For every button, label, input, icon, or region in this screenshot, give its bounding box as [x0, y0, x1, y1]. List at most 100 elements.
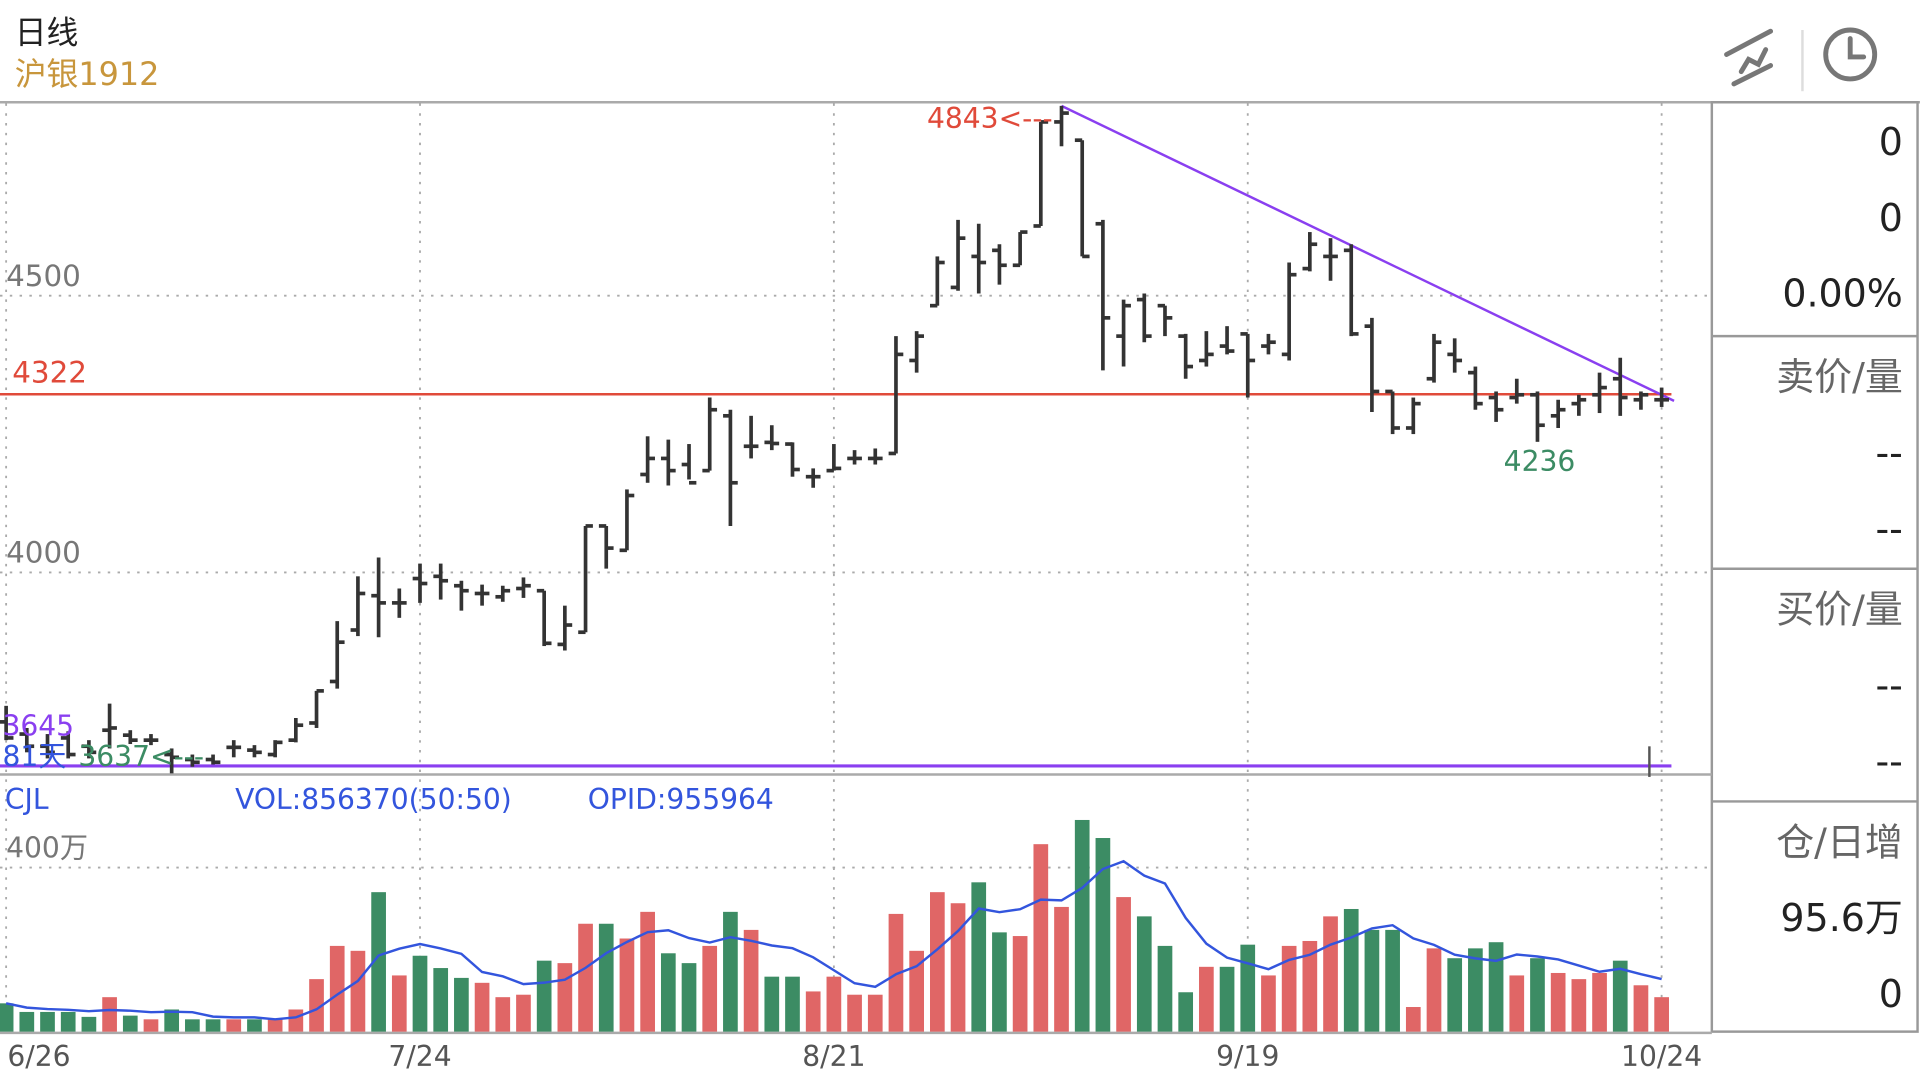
ohlc-bar — [516, 577, 531, 598]
ohlc-bar — [0, 705, 14, 741]
volume-bar — [578, 923, 593, 1032]
volume-bar — [1447, 958, 1463, 1032]
volume-bar — [867, 994, 883, 1032]
volume-bar — [122, 1015, 138, 1032]
ohlc-bar — [785, 442, 800, 477]
ask-price: -- — [1875, 431, 1902, 475]
ohlc-bar — [619, 489, 635, 553]
volume-bar — [309, 979, 324, 1032]
volume-bar — [1633, 985, 1649, 1032]
x-tick-label: 7/24 — [388, 1040, 451, 1073]
bid-volume: -- — [1875, 739, 1902, 783]
volume-bar — [1426, 948, 1442, 1032]
ohlc-bar — [1343, 244, 1359, 337]
volume-bar — [1095, 838, 1111, 1032]
volume-bar — [930, 892, 945, 1032]
volume-bar — [909, 950, 924, 1032]
volume-bar — [1323, 916, 1338, 1032]
ohlc-bar — [288, 718, 304, 743]
ohlc-bar — [1033, 120, 1049, 228]
volume-bar — [1509, 975, 1525, 1032]
ask-volume: -- — [1875, 507, 1902, 551]
ohlc-bar — [412, 563, 428, 603]
volume-bar — [1199, 966, 1214, 1032]
ohlc-bar — [1199, 331, 1214, 367]
ohlc-bar — [1592, 372, 1607, 414]
ohlc-bar — [950, 219, 966, 291]
ohlc-bar — [1116, 299, 1131, 367]
volume-bar — [1116, 897, 1131, 1032]
volume-bar — [1571, 979, 1587, 1032]
volume-bar — [1074, 819, 1090, 1032]
volume-bar — [1343, 908, 1359, 1032]
volume-bar — [536, 960, 552, 1032]
change-percent: 0.00% — [1782, 272, 1903, 316]
volume-bar — [433, 968, 449, 1032]
ohlc-bar — [454, 580, 469, 611]
ohlc-bar — [1136, 293, 1152, 343]
symbol-label[interactable]: 沪银1912 — [15, 55, 160, 93]
ohlc-bar — [329, 621, 345, 689]
volume-bar — [1405, 1007, 1421, 1032]
volume-bar — [1012, 936, 1028, 1032]
ohlc-bar — [598, 524, 614, 569]
volume-bar — [743, 929, 759, 1032]
ohlc-bar — [1509, 378, 1525, 404]
volume-bar — [1530, 958, 1545, 1032]
volume-bar — [19, 1011, 35, 1032]
ohlc-bar — [226, 740, 242, 758]
ohlc-bar — [1550, 399, 1566, 428]
volume-bar — [1302, 940, 1318, 1032]
ask-label: 卖价/量 — [1776, 355, 1903, 399]
ohlc-bar — [743, 415, 759, 459]
volume-bar — [226, 1019, 242, 1032]
volume-indicator-name[interactable]: CJL — [5, 783, 49, 816]
ohlc-bar — [474, 584, 490, 606]
x-tick-label: 9/19 — [1216, 1040, 1279, 1073]
ohlc-bar — [1468, 366, 1483, 410]
ohlc-bar — [1654, 387, 1669, 407]
volume-bar — [1178, 992, 1194, 1032]
volume-bar — [164, 1009, 180, 1032]
volume-bar — [247, 1019, 262, 1032]
days-label: 81天 — [2, 740, 66, 773]
volume-value: VOL:856370(50:50) — [235, 783, 512, 816]
ohlc-bar — [495, 585, 511, 602]
ohlc-bar — [185, 754, 200, 767]
ohlc-bar — [205, 754, 221, 765]
ohlc-bar — [888, 336, 904, 456]
trendline-draw-icon[interactable] — [1724, 28, 1774, 87]
ohlc-bar — [1633, 391, 1649, 410]
volume-bar — [764, 976, 780, 1032]
volume-bar — [1240, 944, 1256, 1032]
ohlc-bar — [1157, 303, 1173, 337]
volume-bar — [971, 882, 987, 1032]
hline-label: 4322 — [12, 356, 87, 390]
ohlc-bar — [1447, 338, 1463, 373]
volume-bar — [329, 945, 345, 1032]
grid — [0, 103, 1712, 1032]
ohlc-bar — [1095, 219, 1111, 371]
ohlc-bar — [723, 409, 738, 526]
ohlc-bar — [143, 734, 159, 746]
ohlc-bar — [971, 223, 987, 294]
period-label[interactable]: 日线 — [15, 13, 79, 51]
ohlc-bar — [309, 689, 324, 728]
ohlc-bar — [433, 563, 449, 600]
volume-bar — [1157, 945, 1173, 1032]
clock-icon[interactable] — [1823, 27, 1878, 82]
x-tick-label: 10/24 — [1621, 1040, 1702, 1073]
ohlc-bar — [536, 588, 552, 647]
ohlc-bar — [60, 731, 76, 759]
ohlc-bar — [1219, 326, 1235, 355]
volume-bar — [1654, 997, 1669, 1032]
volume-bar — [1219, 966, 1235, 1032]
volume-bar — [1261, 975, 1276, 1032]
volume-bar — [681, 963, 697, 1032]
ohlc-bar — [371, 557, 386, 638]
ohlc-bar — [1488, 391, 1504, 422]
open-interest-label: 仓/日增 — [1776, 820, 1903, 864]
volume-bar — [640, 911, 655, 1032]
ohlc-bar — [81, 740, 97, 759]
